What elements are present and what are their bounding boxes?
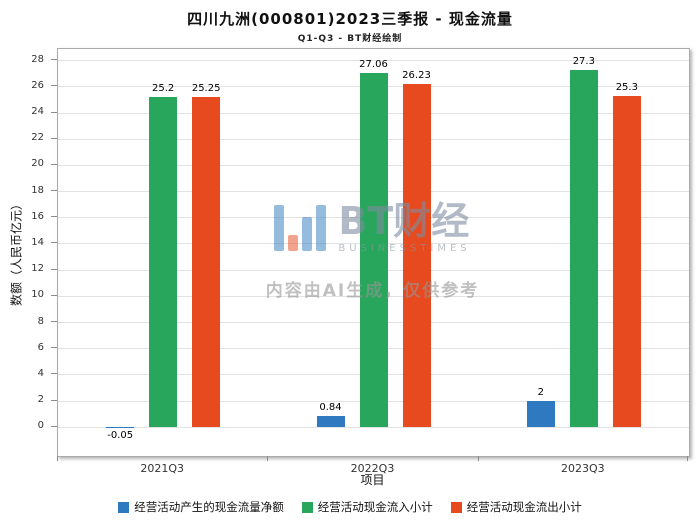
legend-label: 经营活动现金流入小计 (317, 500, 433, 514)
y-tick-label: 14 (31, 236, 44, 248)
y-tick-mark (51, 425, 57, 427)
y-tick-mark (51, 190, 57, 192)
bar (192, 96, 221, 428)
y-tick-mark (51, 294, 57, 296)
legend-item: 经营活动现金流出小计 (450, 499, 582, 515)
x-category-label: 2022Q3 (350, 462, 395, 475)
x-tick-mark (57, 456, 58, 461)
bar (106, 427, 135, 429)
y-tick-label: 22 (31, 132, 44, 144)
bar-value-label: 2 (537, 387, 545, 399)
legend-swatch (301, 501, 313, 513)
y-tick-mark (51, 399, 57, 401)
bar-value-label: -0.05 (107, 430, 134, 442)
bar (612, 96, 641, 428)
bar-value-label: 25.3 (615, 82, 638, 94)
y-tick-label: 8 (37, 315, 44, 327)
y-tick-mark (51, 321, 57, 322)
x-tick-mark (478, 456, 479, 461)
y-axis: 0 2 4 6 8 10 12 14 16 18 20 22 24 26 28 (0, 48, 57, 455)
bar (359, 73, 388, 428)
y-tick-mark (51, 268, 57, 270)
bar (526, 401, 555, 428)
y-tick-mark (51, 216, 57, 218)
gridline (58, 426, 689, 428)
x-axis-title: 项目 (360, 473, 385, 487)
chart-subtitle: Q1-Q3 - BT财经绘制 (297, 34, 403, 44)
bar-value-label: 25.25 (191, 82, 221, 94)
y-tick-label: 26 (31, 79, 44, 91)
bar (149, 97, 178, 428)
y-tick-mark (51, 59, 57, 61)
y-tick-mark (51, 242, 57, 244)
bar-value-label: 0.84 (319, 402, 342, 414)
bar (569, 69, 598, 428)
y-tick-label: 18 (31, 184, 44, 196)
bar (402, 83, 431, 428)
y-tick-mark (51, 137, 57, 139)
x-category-label: 2023Q3 (561, 462, 605, 475)
legend-label: 经营活动现金流出小计 (466, 500, 582, 514)
bar (316, 416, 345, 428)
chart-title: 四川九洲(000801)2023三季报 - 现金流量 (187, 10, 513, 28)
plot-area: -0.05 0.84 2 25.2 27.06 27.3 25.25 26.23 25.3 (57, 48, 690, 457)
y-tick-label: 2 (37, 394, 44, 406)
y-tick-mark (51, 163, 57, 165)
y-tick-label: 0 (37, 420, 44, 432)
x-tick-mark (687, 456, 688, 461)
y-tick-label: 28 (31, 53, 44, 65)
legend-label: 经营活动产生的现金流量净额 (134, 500, 284, 514)
legend-swatch (450, 501, 462, 513)
legend-item: 经营活动现金流入小计 (301, 499, 433, 515)
y-tick-label: 6 (37, 341, 44, 353)
y-tick-mark (51, 373, 57, 375)
x-tick-mark (267, 456, 268, 461)
y-tick-label: 12 (31, 263, 44, 275)
y-tick-mark (51, 85, 57, 87)
legend: 经营活动产生的现金流量净额 经营活动现金流入小计 经营活动现金流出小计 (0, 499, 700, 515)
legend-swatch (118, 501, 130, 513)
y-tick-label: 24 (31, 106, 44, 118)
bar-value-label: 27.3 (572, 55, 595, 67)
y-tick-label: 4 (37, 367, 44, 379)
x-axis: 2021Q3 2022Q3 2023Q3 (57, 456, 688, 478)
x-category-label: 2021Q3 (140, 462, 184, 475)
y-tick-label: 16 (31, 210, 44, 222)
y-tick-label: 10 (31, 289, 44, 301)
y-tick-mark (51, 111, 57, 113)
bar-value-label: 25.2 (152, 83, 175, 95)
y-tick-mark (51, 347, 57, 349)
legend-item: 经营活动产生的现金流量净额 (118, 499, 284, 515)
gridline (58, 60, 689, 62)
bar-value-label: 26.23 (402, 69, 431, 81)
y-tick-label: 20 (31, 158, 44, 170)
bar-value-label: 27.06 (359, 59, 388, 71)
